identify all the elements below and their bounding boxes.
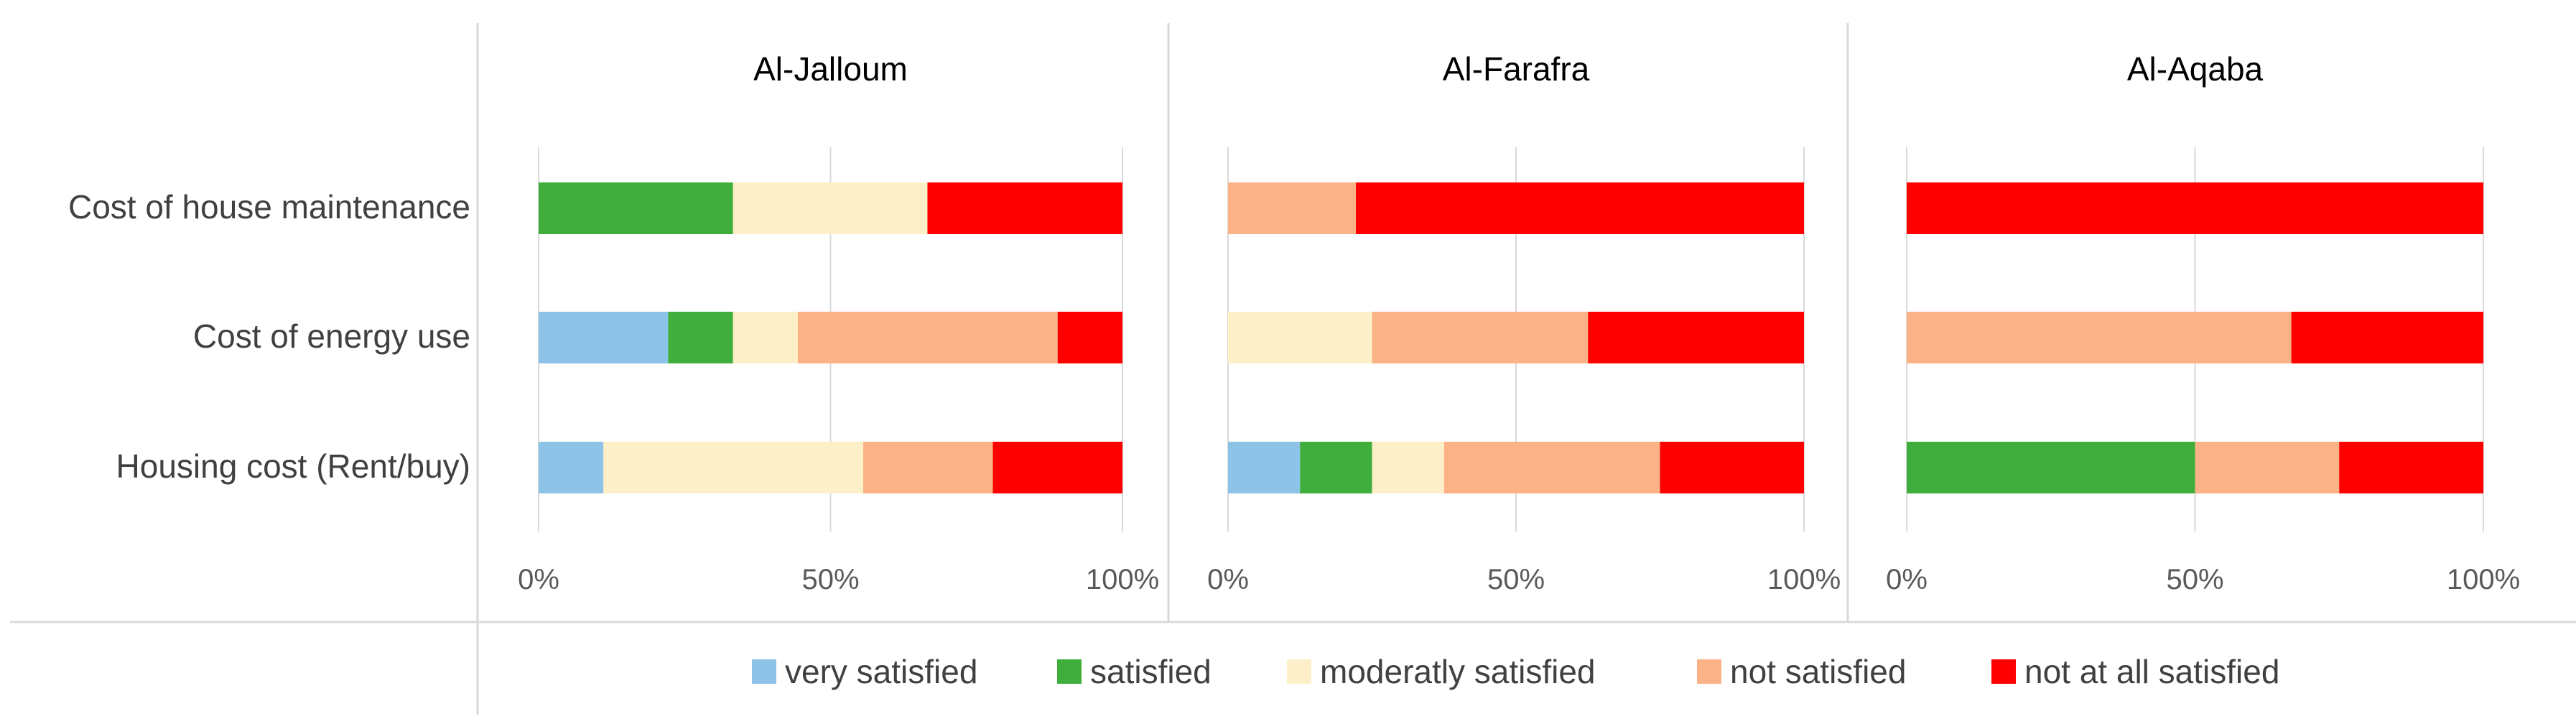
bar-segment-moderatly-satisfied [1372, 442, 1444, 493]
bar-segment-moderatly-satisfied [603, 442, 864, 493]
bar-segment-very-satisfied [1228, 442, 1301, 493]
labels: Cost of house maintenance Cost of energy … [68, 50, 2520, 595]
category-label-cost-of-house-maintenance: Cost of house maintenance [68, 188, 470, 226]
panel-title-al-jalloum: Al-Jalloum [753, 50, 908, 88]
legend-swatch-not-at-all-satisfied [1991, 659, 2016, 684]
x-tick-label: 100% [1767, 564, 1841, 595]
bar-segment-satisfied [668, 312, 733, 363]
bar-segment-not-at-all-satisfied [1057, 312, 1122, 363]
x-tick-label: 50% [2166, 564, 2223, 595]
legend-label-not-at-all-satisfied: not at all satisfied [2024, 653, 2279, 690]
bar-segment-very-satisfied [539, 312, 669, 363]
legend-swatch-moderatly-satisfied [1287, 659, 1311, 684]
x-tick-label: 50% [1487, 564, 1545, 595]
bar-segment-moderatly-satisfied [1228, 312, 1372, 363]
category-label-housing-cost-rent-buy: Housing cost (Rent/buy) [116, 447, 470, 485]
bar-segment-not-at-all-satisfied [2339, 442, 2483, 493]
legend-swatch-not-satisfied [1697, 659, 1721, 684]
x-tick-label: 100% [1086, 564, 1159, 595]
bar-segment-not-satisfied [863, 442, 993, 493]
legend: very satisfied satisfied moderatly satisfi… [752, 653, 2279, 690]
legend-label-satisfied: satisfied [1090, 653, 1212, 690]
bar-segment-not-at-all-satisfied [1907, 182, 2483, 234]
chart-frame [10, 23, 2576, 715]
legend-swatch-very-satisfied [752, 659, 776, 684]
panel-title-al-aqaba: Al-Aqaba [2127, 50, 2264, 88]
bar-segment-satisfied [1907, 442, 2195, 493]
bar-segment-not-satisfied [1907, 312, 2292, 363]
bar-segment-not-at-all-satisfied [1660, 442, 1804, 493]
x-tick-label: 0% [1886, 564, 1928, 595]
bar-segment-not-satisfied [797, 312, 1058, 363]
bar-segment-satisfied [1300, 442, 1372, 493]
bar-segment-not-at-all-satisfied [1356, 182, 1804, 234]
x-tick-label: 100% [2447, 564, 2520, 595]
panel-title-al-farafra: Al-Farafra [1443, 50, 1590, 88]
bar-segment-not-satisfied [1228, 182, 1357, 234]
bar-segment-moderatly-satisfied [733, 312, 798, 363]
x-tick-label: 0% [1207, 564, 1249, 595]
legend-label-moderatly-satisfied: moderatly satisfied [1320, 653, 1596, 690]
x-tick-label: 50% [801, 564, 859, 595]
bar-segment-not-satisfied [2195, 442, 2340, 493]
x-tick-label: 0% [518, 564, 559, 595]
category-label-cost-of-energy-use: Cost of energy use [193, 317, 470, 355]
bar-segment-very-satisfied [539, 442, 604, 493]
bar-segment-not-satisfied [1372, 312, 1589, 363]
bars [539, 182, 2483, 493]
bar-segment-not-at-all-satisfied [927, 182, 1122, 234]
legend-label-not-satisfied: not satisfied [1730, 653, 1906, 690]
legend-label-very-satisfied: very satisfied [785, 653, 977, 690]
bar-segment-not-at-all-satisfied [992, 442, 1122, 493]
bar-segment-not-at-all-satisfied [1588, 312, 1804, 363]
bar-segment-satisfied [539, 182, 733, 234]
bar-segment-moderatly-satisfied [733, 182, 928, 234]
bar-segment-not-satisfied [1443, 442, 1660, 493]
bar-segment-not-at-all-satisfied [2291, 312, 2483, 363]
legend-swatch-satisfied [1057, 659, 1082, 684]
